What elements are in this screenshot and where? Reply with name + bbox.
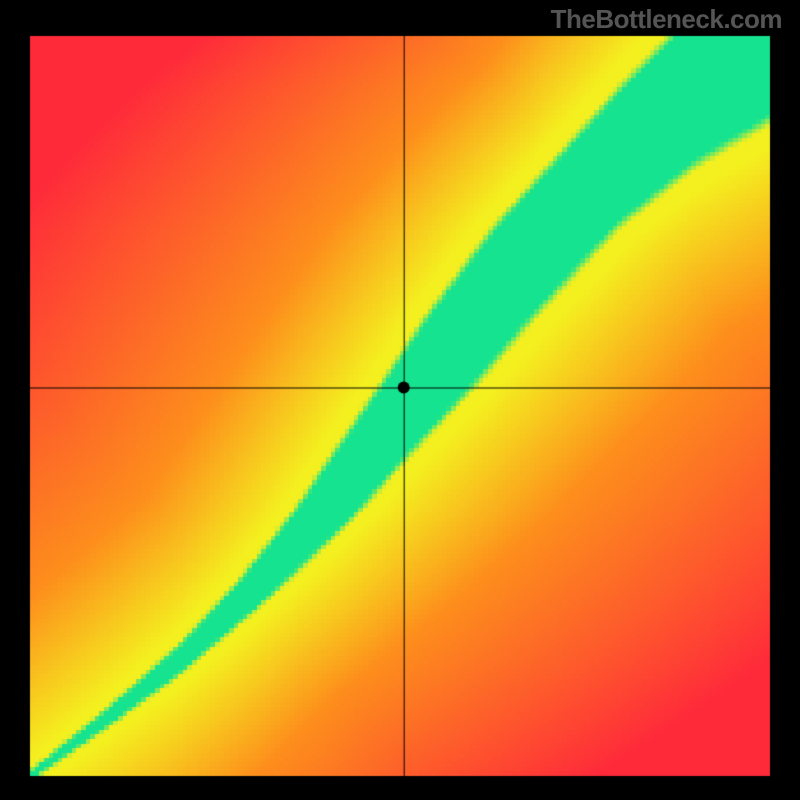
bottleneck-heatmap bbox=[0, 0, 800, 800]
watermark-text: TheBottleneck.com bbox=[551, 4, 782, 35]
